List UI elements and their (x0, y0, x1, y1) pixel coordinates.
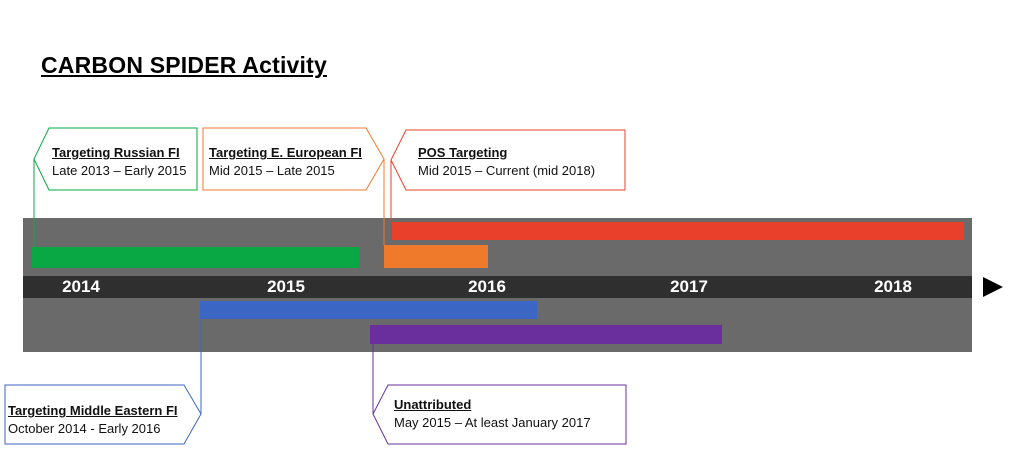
callout-e-european-fi-dates: Mid 2015 – Late 2015 (209, 163, 335, 178)
callout-middle-eastern-fi-title: Targeting Middle Eastern FI (8, 403, 178, 418)
callout-e-european-fi-outline (202, 127, 385, 191)
year-label-2015: 2015 (267, 277, 305, 296)
timeline-axis (23, 276, 972, 298)
callout-russian-fi: Targeting Russian FI Late 2013 – Early 2… (52, 144, 186, 180)
callout-middle-eastern-fi-dates: October 2014 - Early 2016 (8, 421, 161, 436)
callout-middle-eastern-fi: Targeting Middle Eastern FI October 2014… (8, 402, 178, 438)
callout-russian-fi-outline (33, 127, 198, 191)
callout-e-european-fi: Targeting E. European FI Mid 2015 – Late… (209, 144, 362, 180)
callout-pos-targeting: POS Targeting Mid 2015 – Current (mid 20… (418, 144, 595, 180)
callout-unattributed-title: Unattributed (394, 397, 472, 412)
callout-unattributed-outline (372, 384, 627, 445)
year-label-2014: 2014 (62, 277, 100, 296)
callout-pos-targeting-dates: Mid 2015 – Current (mid 2018) (418, 163, 596, 178)
year-label-2016: 2016 (468, 277, 506, 296)
callout-unattributed-dates: May 2015 – At least January 2017 (394, 415, 591, 430)
callout-middle-eastern-fi-outline (4, 384, 202, 445)
timeline-arrow-icon (983, 277, 1003, 297)
bar-pos-targeting (392, 222, 964, 240)
year-label-2018: 2018 (874, 277, 912, 296)
callout-russian-fi-dates: Late 2013 – Early 2015 (52, 163, 187, 178)
callout-pos-targeting-outline (390, 129, 626, 191)
callout-e-european-fi-title: Targeting E. European FI (209, 145, 362, 160)
year-label-2017: 2017 (670, 277, 708, 296)
callout-russian-fi-title: Targeting Russian FI (52, 145, 180, 160)
callout-unattributed: Unattributed May 2015 – At least January… (394, 396, 591, 432)
bar-unattributed (370, 325, 722, 344)
callout-pos-targeting-title: POS Targeting (418, 145, 508, 160)
bar-targeting-middle-eastern-fi (200, 301, 537, 319)
bar-targeting-e-european-fi (384, 245, 488, 268)
bar-targeting-russian-fi (32, 247, 359, 268)
page-title: CARBON SPIDER Activity (41, 52, 327, 78)
